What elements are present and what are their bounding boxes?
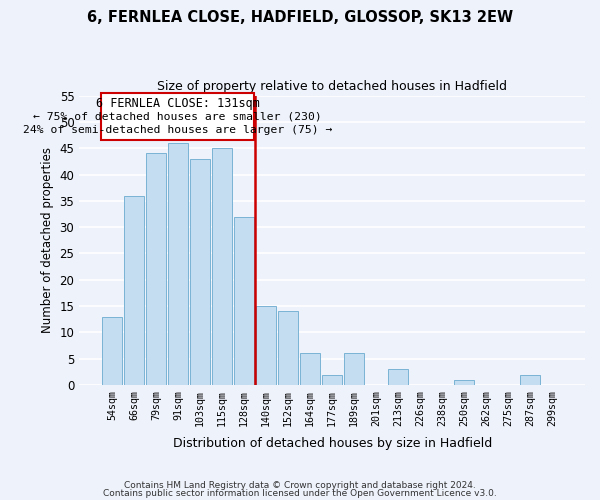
Bar <box>256 306 276 385</box>
Text: 24% of semi-detached houses are larger (75) →: 24% of semi-detached houses are larger (… <box>23 125 332 135</box>
Bar <box>322 374 342 385</box>
Bar <box>388 369 408 385</box>
Bar <box>344 354 364 385</box>
Bar <box>190 158 210 385</box>
Bar <box>212 148 232 385</box>
Bar <box>146 154 166 385</box>
FancyBboxPatch shape <box>101 93 254 140</box>
Bar <box>102 316 122 385</box>
Text: 6, FERNLEA CLOSE, HADFIELD, GLOSSOP, SK13 2EW: 6, FERNLEA CLOSE, HADFIELD, GLOSSOP, SK1… <box>87 10 513 25</box>
Bar <box>234 216 254 385</box>
Title: Size of property relative to detached houses in Hadfield: Size of property relative to detached ho… <box>157 80 507 93</box>
Bar <box>520 374 540 385</box>
Y-axis label: Number of detached properties: Number of detached properties <box>41 148 54 334</box>
Bar <box>300 354 320 385</box>
Text: 6 FERNLEA CLOSE: 131sqm: 6 FERNLEA CLOSE: 131sqm <box>95 97 260 110</box>
Bar <box>278 312 298 385</box>
Bar <box>124 196 144 385</box>
X-axis label: Distribution of detached houses by size in Hadfield: Distribution of detached houses by size … <box>173 437 492 450</box>
Text: Contains public sector information licensed under the Open Government Licence v3: Contains public sector information licen… <box>103 488 497 498</box>
Text: Contains HM Land Registry data © Crown copyright and database right 2024.: Contains HM Land Registry data © Crown c… <box>124 481 476 490</box>
Bar <box>168 143 188 385</box>
Text: ← 75% of detached houses are smaller (230): ← 75% of detached houses are smaller (23… <box>33 112 322 122</box>
Bar <box>454 380 474 385</box>
